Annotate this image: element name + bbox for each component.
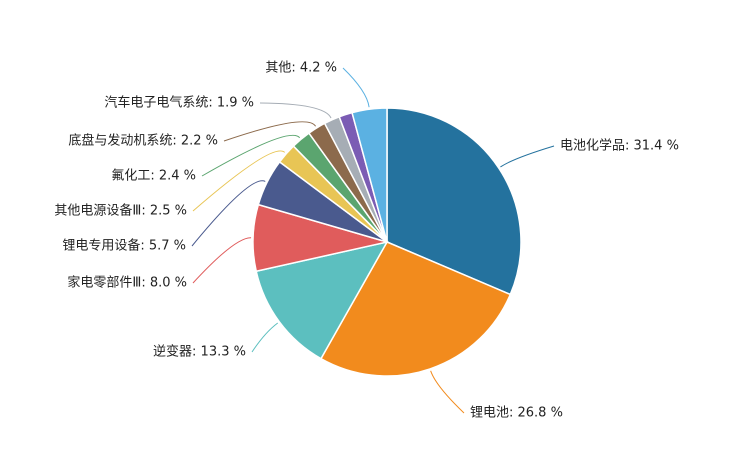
data-label: 家电零部件Ⅲ: 8.0 %	[67, 275, 187, 291]
leader-line	[259, 102, 332, 119]
leader-line	[430, 370, 465, 414]
leader-line	[201, 134, 301, 177]
data-label: 电池化学品: 31.4 %	[560, 138, 679, 154]
leader-line	[223, 121, 317, 142]
data-label: 其他电源设备Ⅲ: 2.5 %	[54, 203, 187, 219]
leader-line	[342, 67, 370, 108]
data-label: 锂电池: 26.8 %	[470, 406, 563, 421]
leader-line	[192, 237, 252, 284]
pie-slice	[351, 107, 388, 243]
data-label: 锂电专用设备: 5.7 %	[62, 238, 186, 254]
leader-line	[500, 145, 555, 168]
leader-line	[251, 322, 279, 353]
data-label: 汽车电子电气系统: 1.9 %	[104, 95, 254, 111]
pie-slice	[386, 107, 522, 296]
data-label: 底盘与发动机系统: 2.2 %	[68, 133, 218, 149]
data-label: 其他: 4.2 %	[265, 61, 337, 76]
leader-line	[191, 180, 266, 247]
pie-slice	[255, 240, 389, 360]
data-label: 氟化工: 2.4 %	[111, 169, 196, 184]
data-label: 逆变器: 13.3 %	[153, 344, 246, 360]
leader-line	[192, 150, 286, 212]
